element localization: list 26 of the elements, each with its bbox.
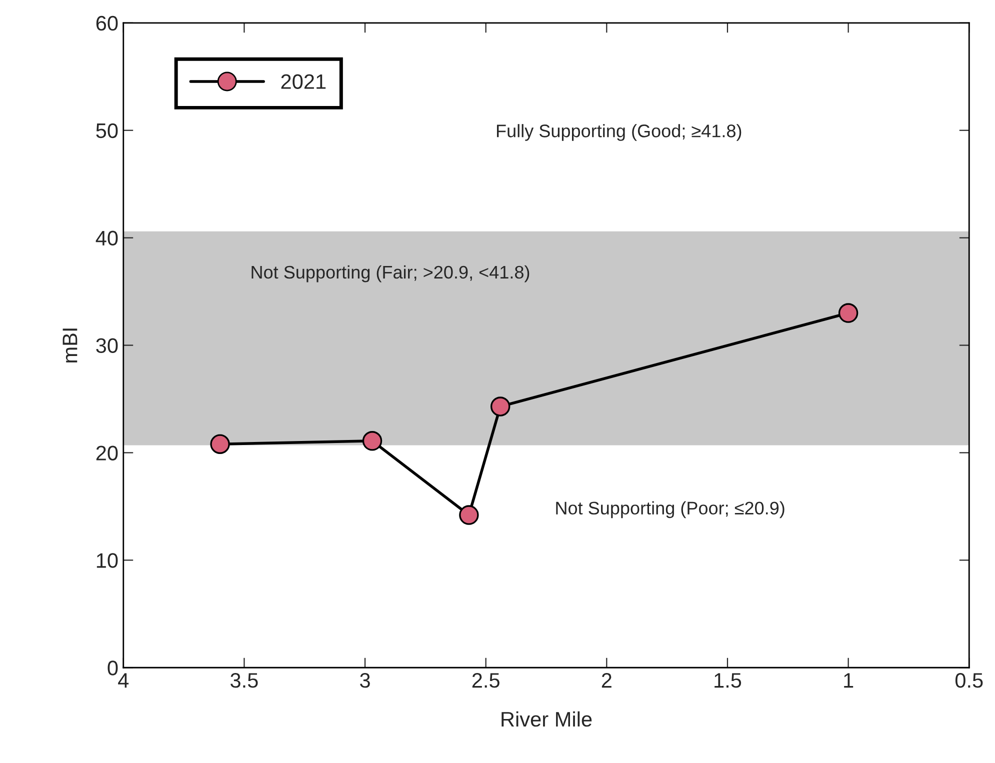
- x-tick-label: 2.5: [472, 673, 500, 688]
- legend-label: 2021: [281, 74, 326, 89]
- x-tick-label: 0.5: [955, 673, 983, 688]
- y-tick-label: 10: [96, 553, 118, 568]
- y-tick-label: 50: [96, 123, 118, 138]
- x-tick-label: 4: [118, 673, 129, 688]
- annotation: Fully Supporting (Good; ≥41.8): [496, 124, 742, 141]
- point: [362, 431, 382, 451]
- y-tick-label: 60: [96, 16, 118, 31]
- point: [490, 396, 510, 416]
- x-tick-label: 3: [360, 673, 370, 688]
- annotation: Not Supporting (Poor; ≤20.9): [556, 501, 784, 518]
- point: [838, 303, 858, 323]
- y-tick-label: 30: [96, 338, 118, 354]
- x-tick-label: 1: [844, 673, 854, 688]
- y-tick-label: 20: [96, 446, 118, 460]
- point: [210, 434, 230, 454]
- x-tick-label: 3.5: [230, 673, 258, 688]
- point: [459, 505, 479, 525]
- x-tick-label: 2: [602, 673, 612, 688]
- y-tick-label: 0: [108, 660, 118, 676]
- x-axis-title: River Mile: [502, 711, 592, 727]
- x-tick-label: 1.5: [714, 673, 742, 688]
- band-label: Not Supporting (Fair; >20.9, <41.8): [252, 265, 530, 282]
- y-tick-label: 40: [96, 230, 118, 246]
- y-axis-title: mBI: [62, 328, 78, 362]
